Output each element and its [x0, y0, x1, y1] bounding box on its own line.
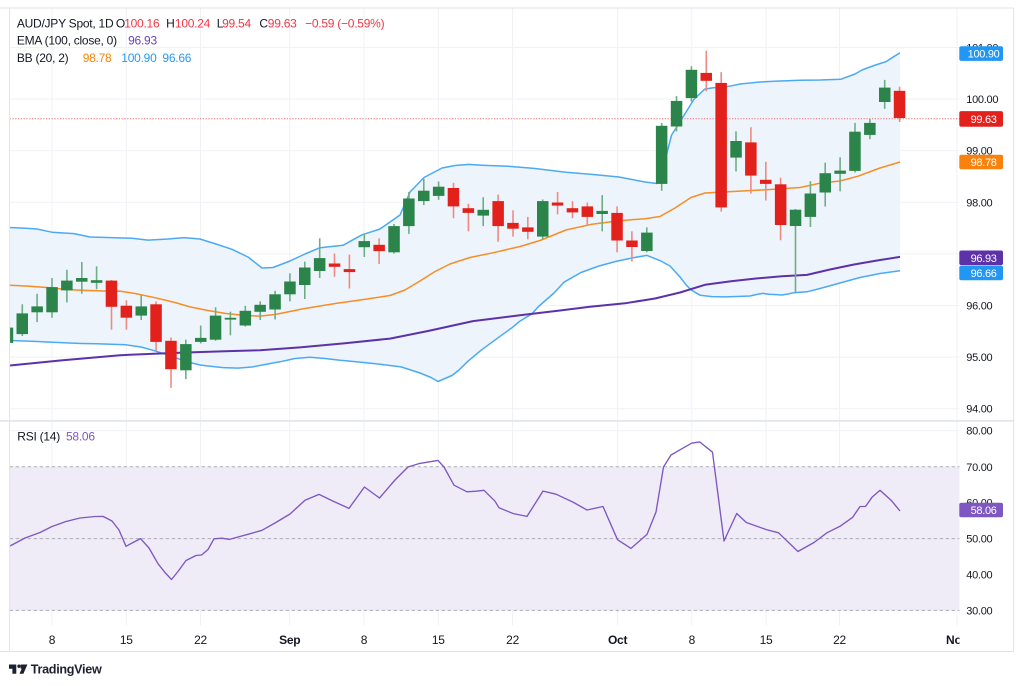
svg-text:100.16: 100.16	[124, 17, 160, 31]
svg-text:22: 22	[506, 633, 519, 647]
svg-text:15: 15	[760, 633, 773, 647]
svg-text:94.00: 94.00	[966, 404, 992, 416]
svg-text:98.78: 98.78	[83, 51, 112, 65]
svg-text:80.00: 80.00	[966, 426, 992, 438]
svg-text:15: 15	[432, 633, 445, 647]
svg-text:98.78: 98.78	[971, 157, 997, 169]
svg-text:TradingView: TradingView	[31, 663, 102, 677]
svg-text:99.63: 99.63	[268, 17, 297, 31]
svg-text:58.06: 58.06	[971, 505, 997, 517]
svg-text:8: 8	[361, 633, 368, 647]
svg-text:L: L	[217, 17, 224, 31]
svg-text:96.93: 96.93	[128, 34, 157, 48]
svg-text:100.24: 100.24	[175, 17, 211, 31]
svg-text:40.00: 40.00	[966, 570, 992, 582]
svg-text:99.54: 99.54	[222, 17, 251, 31]
svg-text:8: 8	[49, 633, 56, 647]
svg-text:98.00: 98.00	[966, 197, 992, 209]
svg-text:C: C	[259, 17, 268, 31]
svg-text:Sep: Sep	[279, 633, 300, 647]
svg-text:Oct: Oct	[608, 633, 628, 647]
svg-text:100.90: 100.90	[121, 51, 157, 65]
svg-text:22: 22	[194, 633, 207, 647]
svg-text:96.93: 96.93	[971, 253, 997, 265]
svg-text:RSI (14): RSI (14)	[17, 430, 60, 444]
svg-text:AUD/JPY Spot, 1D: AUD/JPY Spot, 1D	[17, 17, 114, 31]
svg-text:70.00: 70.00	[966, 462, 992, 474]
svg-text:−0.59 (−0.59%): −0.59 (−0.59%)	[305, 17, 384, 31]
svg-text:99.63: 99.63	[971, 114, 997, 126]
svg-text:58.06: 58.06	[66, 430, 95, 444]
svg-text:95.00: 95.00	[966, 352, 992, 364]
svg-text:96.66: 96.66	[971, 268, 997, 280]
svg-text:22: 22	[833, 633, 846, 647]
svg-text:BB (20, 2): BB (20, 2)	[17, 51, 69, 65]
svg-text:30.00: 30.00	[966, 605, 992, 617]
svg-text:15: 15	[120, 633, 133, 647]
svg-text:O: O	[116, 17, 125, 31]
svg-text:EMA (100, close, 0): EMA (100, close, 0)	[17, 34, 117, 48]
svg-text:100.00: 100.00	[966, 94, 998, 106]
svg-text:H: H	[166, 17, 174, 31]
svg-text:96.66: 96.66	[162, 51, 191, 65]
svg-text:8: 8	[689, 633, 696, 647]
svg-text:50.00: 50.00	[966, 534, 992, 546]
svg-text:100.90: 100.90	[968, 49, 1000, 61]
svg-text:96.00: 96.00	[966, 301, 992, 313]
svg-text:Nov: Nov	[946, 633, 968, 647]
